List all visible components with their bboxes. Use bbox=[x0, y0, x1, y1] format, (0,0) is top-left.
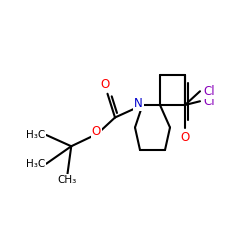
Text: O: O bbox=[180, 131, 190, 144]
Text: N: N bbox=[134, 97, 143, 110]
Text: Cl: Cl bbox=[204, 95, 216, 108]
Text: O: O bbox=[92, 125, 101, 138]
Text: H₃C: H₃C bbox=[26, 159, 45, 169]
Text: O: O bbox=[100, 78, 110, 92]
Text: Cl: Cl bbox=[204, 85, 216, 98]
Text: CH₃: CH₃ bbox=[58, 175, 77, 185]
Text: H₃C: H₃C bbox=[26, 130, 45, 140]
